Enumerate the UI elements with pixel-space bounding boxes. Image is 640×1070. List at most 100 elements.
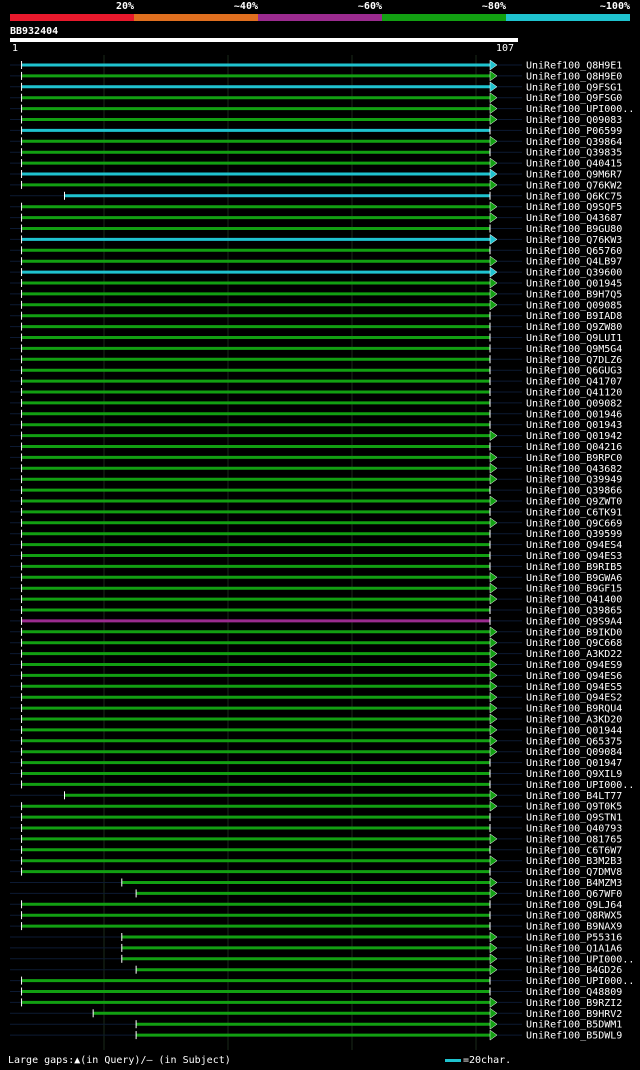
hit-label: UniRef100_Q9S9A4 [526,616,622,627]
hit-label: UniRef100_UPI000.. [526,780,634,791]
hit-end-arrow [489,648,498,660]
hit-label: UniRef100_Q9M5G4 [526,344,622,355]
scale-label-20: 20% [115,1,134,12]
query-bar [10,38,518,42]
hit-label: UniRef100_Q39864 [526,137,622,148]
hit-label: UniRef100_Q67WF0 [526,889,622,900]
hit-label: UniRef100_Q01942 [526,431,622,442]
identity-color-scale [10,14,630,21]
hit-label: UniRef100_Q9C668 [526,638,622,649]
hit-label: UniRef100_UPI000.. [526,104,634,115]
hit-end-arrow [489,877,498,888]
hit-end-arrow [489,517,498,529]
hit-end-arrow [489,168,498,180]
hit-label: UniRef100_B3M2B3 [526,856,622,867]
hit-end-arrow [489,571,498,583]
hit-label: UniRef100_Q9SQF5 [526,202,622,213]
hit-end-arrow [489,855,498,867]
hit-label: UniRef100_Q8H9E0 [526,71,622,82]
hit-label: UniRef100_Q6GUG3 [526,366,622,377]
hit-label: UniRef100_B4LT77 [526,791,622,802]
scale-labels: 20% ~40% ~60% ~80% ~100% [0,0,640,14]
hit-label: UniRef100_UPI000.. [526,976,634,987]
hit-end-arrow [489,691,498,703]
hit-label: UniRef100_Q09083 [526,115,622,126]
hit-end-arrow [489,114,498,125]
hit-end-arrow [489,201,498,213]
hit-label: UniRef100_O81765 [526,834,622,845]
scale-label-100: ~100% [599,1,630,12]
hit-label: UniRef100_Q9LUI1 [526,333,622,344]
scale-seg-purple [258,14,382,21]
hit-end-arrow [489,964,498,976]
hit-label: UniRef100_Q94ES5 [526,682,622,693]
hit-label: UniRef100_Q7DMV8 [526,867,622,878]
hit-label: UniRef100_Q39949 [526,475,622,486]
hit-label: UniRef100_Q9ZW80 [526,322,622,333]
hit-end-arrow [489,680,498,692]
hit-end-arrow [489,135,498,147]
hit-end-arrow [489,266,498,278]
hit-label: UniRef100_B9RQU4 [526,704,622,715]
gap-legend: Large gaps:▲(in Query)/– (in Subject) [8,1055,231,1066]
hit-label: UniRef100_Q9FSG0 [526,93,622,104]
hit-label: UniRef100_Q40415 [526,159,622,170]
hit-end-arrow [489,713,498,725]
scale-seg-green [382,14,506,21]
hit-label: UniRef100_B9H7Q5 [526,289,622,300]
scale-label-60: ~60% [357,1,382,12]
hit-label: UniRef100_Q43687 [526,213,622,224]
hit-label: UniRef100_Q39866 [526,486,622,497]
hit-end-arrow [489,582,498,594]
hit-end-arrow [489,735,498,747]
hit-label: UniRef100_Q8RWX5 [526,911,622,922]
hit-end-arrow [489,277,498,289]
hit-end-arrow [489,1007,498,1019]
scale-legend-text: =20char. [463,1055,512,1066]
hit-label: UniRef100_Q04216 [526,442,622,453]
hit-label: UniRef100_Q1A1A6 [526,943,622,954]
hit-end-arrow [489,724,498,736]
hit-label: UniRef100_Q01946 [526,409,622,420]
hit-end-arrow [489,746,498,758]
hit-label: UniRef100_C6TK91 [526,507,622,518]
hit-label: UniRef100_Q94ES6 [526,671,622,682]
hit-label: UniRef100_Q9C669 [526,518,622,529]
hit-end-arrow [489,953,498,965]
hit-label: UniRef100_UPI000.. [526,954,634,965]
query-start-tick: 1 [12,43,19,54]
hit-end-arrow [489,430,498,442]
hit-end-arrow [489,59,498,71]
hit-end-arrow [489,233,498,245]
hit-label: UniRef100_Q9LJ64 [526,900,622,911]
hit-label: UniRef100_Q41120 [526,388,622,399]
hit-label: UniRef100_A3KD20 [526,715,622,726]
hit-label: UniRef100_P06599 [526,126,622,137]
hit-label: UniRef100_Q9M6R7 [526,170,622,181]
hit-end-arrow [489,288,498,300]
hit-end-arrow [489,996,498,1008]
hit-end-arrow [489,92,498,104]
hit-end-arrow [489,669,498,681]
hit-end-arrow [489,626,498,638]
hit-label: UniRef100_B9RPC0 [526,453,622,464]
hit-label: UniRef100_Q01943 [526,420,622,431]
hit-end-arrow [489,887,498,899]
hit-end-arrow [489,212,498,224]
hit-end-arrow [489,103,498,115]
hit-label: UniRef100_B9HRV2 [526,1009,622,1020]
hit-label: UniRef100_Q39835 [526,148,622,159]
query-end-tick: 107 [496,43,515,54]
hit-label: UniRef100_Q94ES2 [526,693,622,704]
hit-end-arrow [489,81,498,93]
hit-label: UniRef100_Q09085 [526,300,622,311]
hit-end-arrow [489,299,498,311]
hit-label: UniRef100_Q01947 [526,758,622,769]
hit-end-arrow [489,255,498,267]
hit-label: UniRef100_B9IAD8 [526,311,622,322]
hit-label: UniRef100_A3KD22 [526,649,622,660]
hit-end-arrow [489,593,498,605]
hit-label: UniRef100_Q41400 [526,595,622,606]
hit-label: UniRef100_Q41707 [526,377,622,388]
